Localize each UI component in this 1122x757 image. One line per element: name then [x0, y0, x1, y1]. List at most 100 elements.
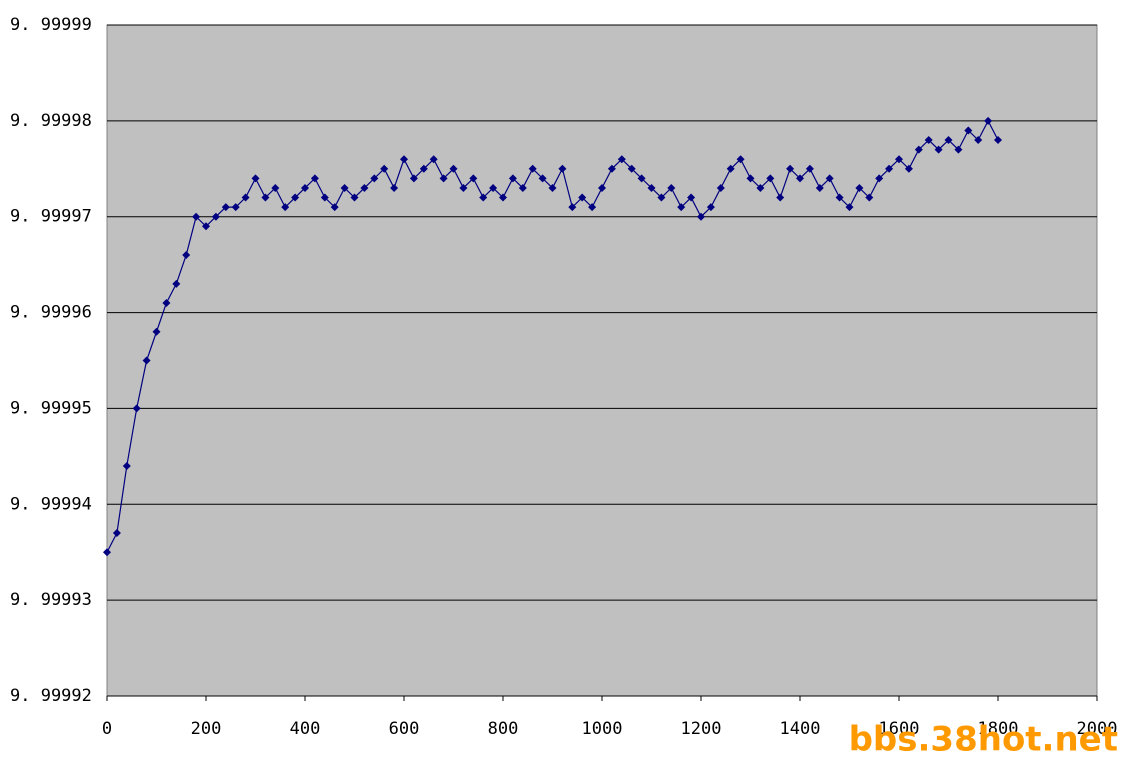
data-point	[627, 164, 636, 173]
data-point	[568, 203, 577, 212]
data-point	[815, 183, 824, 192]
data-point	[390, 183, 399, 192]
x-tick-label: 0	[102, 719, 112, 739]
data-point	[914, 145, 923, 154]
y-tick-label: 9. 99995	[10, 398, 92, 418]
x-tick-label: 2000	[1077, 719, 1118, 739]
data-point	[954, 145, 963, 154]
data-point	[796, 174, 804, 183]
data-point	[350, 193, 359, 202]
x-tick-label: 1800	[978, 719, 1019, 739]
data-point	[122, 461, 131, 470]
y-tick-label: 9. 99996	[10, 303, 92, 323]
x-tick-label: 1400	[780, 719, 821, 739]
data-point	[786, 164, 795, 173]
y-tick-label: 9. 99994	[10, 494, 92, 514]
data-point	[479, 193, 488, 202]
data-point	[895, 155, 903, 164]
data-point	[865, 193, 874, 202]
data-point	[330, 203, 339, 212]
data-point	[429, 155, 438, 164]
data-point	[697, 212, 705, 221]
x-tick-label: 1200	[681, 719, 722, 739]
data-point	[994, 136, 1002, 145]
data-point	[439, 174, 448, 183]
data-point	[251, 174, 260, 183]
x-tick-label: 1000	[582, 719, 623, 739]
data-point	[746, 174, 755, 183]
data-point	[271, 183, 280, 192]
data-point	[637, 174, 646, 183]
data-point	[855, 183, 864, 192]
data-point	[281, 203, 290, 212]
data-point	[588, 203, 597, 212]
x-tick-label: 800	[488, 719, 519, 739]
data-point	[617, 155, 626, 164]
data-point	[241, 193, 250, 202]
data-point	[202, 222, 210, 231]
data-point	[192, 212, 201, 221]
data-point	[726, 164, 735, 173]
data-point	[528, 164, 537, 173]
data-point	[538, 174, 547, 183]
x-tick-label: 1600	[879, 719, 920, 739]
data-point	[132, 404, 141, 413]
data-point	[182, 251, 191, 260]
data-point	[766, 174, 775, 183]
data-point	[221, 203, 230, 212]
data-point	[518, 183, 527, 192]
data-point	[924, 136, 933, 145]
y-tick-label: 9. 99998	[10, 111, 92, 131]
data-point	[835, 193, 844, 202]
data-point	[825, 174, 834, 183]
data-point	[103, 548, 111, 557]
data-point	[380, 164, 389, 173]
data-point	[499, 193, 507, 202]
plot-area	[106, 24, 1098, 697]
data-point	[875, 174, 884, 183]
data-point	[677, 203, 686, 212]
data-point	[706, 203, 715, 212]
y-tick-label: 9. 99993	[10, 590, 92, 610]
data-point	[301, 183, 309, 192]
data-point	[419, 164, 428, 173]
data-point	[508, 174, 517, 183]
data-point	[647, 183, 656, 192]
data-point	[320, 193, 329, 202]
data-point	[291, 193, 300, 202]
data-point	[400, 155, 408, 164]
x-tick-label: 600	[389, 719, 420, 739]
data-point	[152, 327, 161, 336]
series	[103, 116, 1002, 557]
data-point	[310, 174, 319, 183]
y-tick-label: 9. 99997	[10, 207, 92, 227]
data-point	[548, 183, 557, 192]
data-point	[607, 164, 616, 173]
data-point	[667, 183, 676, 192]
data-point	[360, 183, 369, 192]
data-point	[340, 183, 349, 192]
data-point	[776, 193, 785, 202]
data-point	[142, 356, 151, 365]
data-point	[112, 529, 121, 538]
data-point	[489, 183, 498, 192]
data-point	[469, 174, 478, 183]
data-point	[261, 193, 270, 202]
x-tick-label: 400	[290, 719, 321, 739]
data-point	[964, 126, 973, 135]
data-point	[934, 145, 943, 154]
data-point	[904, 164, 913, 173]
y-tick-label: 9. 99992	[10, 686, 92, 706]
data-point	[974, 136, 983, 145]
data-point	[409, 174, 418, 183]
data-point	[598, 183, 606, 192]
data-point	[756, 183, 765, 192]
data-point	[687, 193, 696, 202]
x-tick-label: 200	[191, 719, 222, 739]
data-point	[845, 203, 854, 212]
data-point	[162, 298, 171, 307]
watermark: bbs.38hot.net	[849, 720, 1118, 757]
data-point	[172, 279, 181, 288]
